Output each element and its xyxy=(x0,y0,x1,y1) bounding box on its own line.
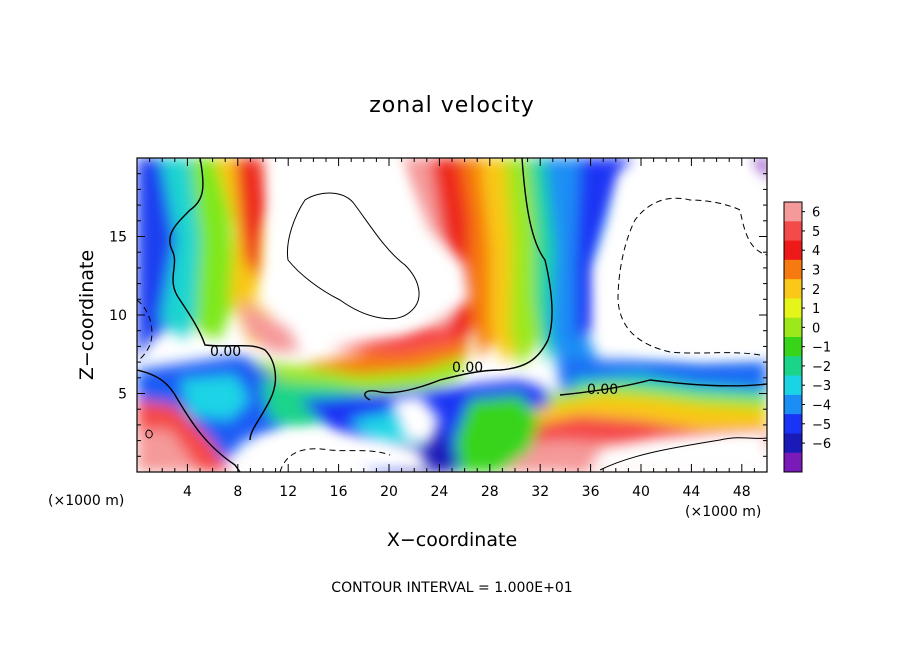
x-unit-right: (×1000 m) xyxy=(685,504,761,520)
contour-label: 0.00 xyxy=(587,382,618,398)
contour-label: 0.00 xyxy=(210,344,241,360)
x-axis: 4 8 12 16 20 24 28 32 36 40 44 48 xyxy=(149,158,755,500)
colorbar-swatch xyxy=(784,452,802,473)
contour-label: 0.00 xyxy=(452,360,483,376)
colorbar-label: −1 xyxy=(812,341,831,356)
y-tick-label: 10 xyxy=(109,308,127,324)
colorbar-swatch xyxy=(784,279,802,299)
colorbar-label: 4 xyxy=(812,244,820,259)
x-tick-label: 16 xyxy=(330,484,348,500)
heatmap-field xyxy=(137,158,767,472)
colorbar-swatch xyxy=(784,202,802,222)
x-tick-label: 32 xyxy=(531,484,549,500)
x-tick-label: 24 xyxy=(430,484,448,500)
colorbar-swatch xyxy=(784,298,802,319)
colorbar-swatch xyxy=(784,240,802,261)
colorbar-label: 0 xyxy=(812,321,820,336)
x-axis-label: X−coordinate xyxy=(387,529,517,551)
colorbar-swatch xyxy=(784,259,802,280)
x-tick-label: 12 xyxy=(279,484,297,500)
contour-interval-note: CONTOUR INTERVAL = 1.000E+01 xyxy=(331,580,572,596)
x-tick-label: 8 xyxy=(233,484,242,500)
x-tick-label: 4 xyxy=(183,484,192,500)
y-axis: 5 10 15 xyxy=(109,173,767,457)
colorbar: 6 5 4 3 2 1 0 −1 −2 −3 −4 −5 −6 xyxy=(783,201,831,473)
colorbar-label: 1 xyxy=(812,302,820,317)
colorbar-label: 6 xyxy=(812,206,820,221)
x-tick-label: 36 xyxy=(582,484,600,500)
y-tick-label: 15 xyxy=(109,230,127,246)
colorbar-swatch xyxy=(784,317,802,338)
colorbar-swatch xyxy=(784,337,802,357)
colorbar-swatch xyxy=(784,221,802,242)
colorbar-label: −2 xyxy=(812,360,831,375)
colorbar-label: −4 xyxy=(812,399,831,414)
colorbar-swatch xyxy=(784,433,802,454)
x-tick-label: 44 xyxy=(682,484,700,500)
colorbar-swatch xyxy=(784,414,802,434)
contour-lines xyxy=(137,158,767,472)
colorbar-swatch xyxy=(784,356,802,377)
colorbar-label: 5 xyxy=(812,225,820,240)
chart-title: zonal velocity xyxy=(369,93,535,118)
colorbar-frame xyxy=(783,201,803,473)
x-tick-label: 20 xyxy=(380,484,398,500)
colorbar-label: −3 xyxy=(812,379,831,394)
contour-labels: 0.00 0.00 0.00 xyxy=(210,344,618,398)
colorbar-swatch xyxy=(784,394,802,415)
x-tick-label: 48 xyxy=(733,484,751,500)
x-tick-label: 28 xyxy=(481,484,499,500)
colorbar-swatch xyxy=(784,375,802,396)
x-unit-left: (×1000 m) xyxy=(48,493,124,509)
y-axis-label: Z−coordinate xyxy=(76,250,98,380)
colorbar-label: −6 xyxy=(812,437,831,452)
y-tick-label: 5 xyxy=(118,387,127,403)
x-tick-label: 40 xyxy=(632,484,650,500)
colorbar-label: 2 xyxy=(812,283,820,298)
colorbar-label: 3 xyxy=(812,264,820,279)
colorbar-label: −5 xyxy=(812,418,831,433)
